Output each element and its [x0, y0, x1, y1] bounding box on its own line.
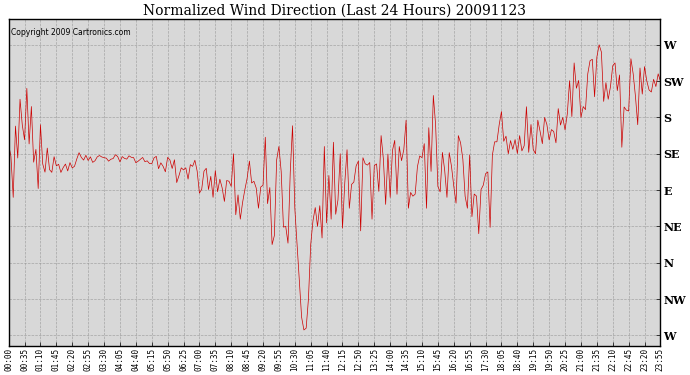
Text: Copyright 2009 Cartronics.com: Copyright 2009 Cartronics.com — [10, 27, 130, 36]
Title: Normalized Wind Direction (Last 24 Hours) 20091123: Normalized Wind Direction (Last 24 Hours… — [143, 4, 526, 18]
